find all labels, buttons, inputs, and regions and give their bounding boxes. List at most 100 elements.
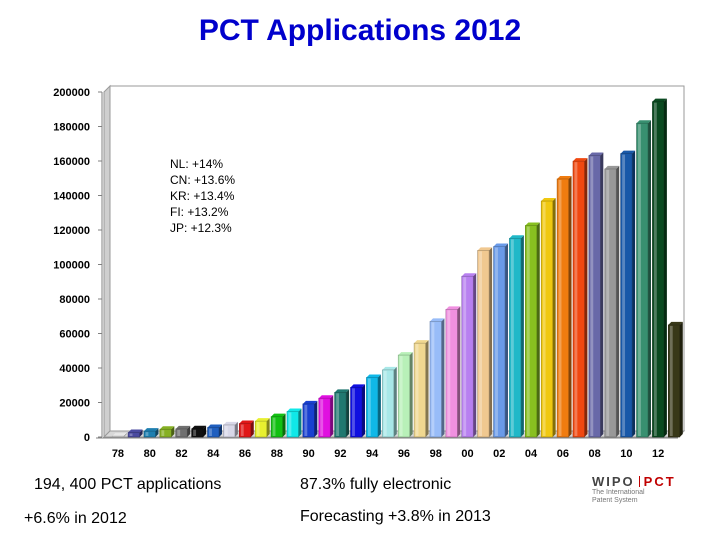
bar-top [414, 340, 429, 344]
bar-side [457, 306, 461, 437]
bar-highlight [272, 417, 276, 436]
bar-side [330, 395, 334, 437]
logo-separator [638, 476, 640, 487]
bar-front [382, 369, 395, 438]
bar-highlight [320, 399, 324, 436]
bar [159, 426, 175, 438]
bar [445, 306, 461, 438]
bar-side [663, 98, 667, 437]
bar [127, 429, 143, 438]
bar-top [175, 425, 191, 429]
bar-highlight [653, 102, 657, 436]
bar [668, 321, 683, 438]
bar-highlight [669, 325, 673, 436]
bar-side [489, 247, 493, 437]
bar-side [600, 152, 604, 438]
bar-front [350, 387, 363, 438]
bar-highlight [526, 226, 530, 436]
growth-stat: +6.6% in 2012 [24, 510, 127, 527]
x-tick-label: 96 [398, 448, 410, 460]
bar-top [430, 318, 445, 322]
bar-front [604, 168, 617, 438]
bar-side [171, 426, 175, 437]
bar [429, 318, 445, 438]
bar-side [155, 428, 159, 437]
y-tick-label: 20000 [59, 398, 90, 410]
bar [382, 366, 397, 438]
bar-side [218, 424, 222, 437]
bar-side [314, 400, 318, 437]
bar [223, 421, 238, 438]
page-title: PCT Applications 2012 [198, 14, 522, 47]
bar-front [668, 324, 681, 438]
bar-front [366, 377, 379, 438]
x-tick-label: 02 [493, 448, 505, 460]
bar-front [318, 397, 331, 438]
bar-front [207, 427, 220, 438]
bar-top [525, 222, 540, 226]
bar-highlight [256, 422, 260, 436]
y-tick-label: 0 [84, 432, 90, 444]
bar-side [361, 384, 365, 437]
annotation-nl: NL: +14% [170, 157, 224, 171]
x-tick-label: 92 [334, 448, 346, 460]
bar-front [143, 430, 156, 438]
bar-highlight [399, 356, 403, 436]
bar-top [382, 366, 397, 370]
bar-highlight [431, 322, 435, 436]
bar-front [413, 342, 426, 438]
bar-highlight [558, 179, 562, 436]
x-tick-label: 12 [652, 448, 664, 460]
bar-side [139, 429, 143, 437]
bar-highlight [161, 430, 165, 436]
bar-highlight [479, 251, 483, 436]
x-tick-label: 86 [239, 448, 251, 460]
bar-front [572, 160, 585, 438]
bar-chart: 0 20000 40000 60000 80000 100000 120000 140000 1… [53, 84, 686, 460]
bar [366, 374, 381, 438]
bar-highlight [304, 404, 308, 436]
bar-highlight [352, 388, 355, 436]
bar-side [632, 150, 636, 437]
y-tick-label: 180000 [53, 122, 90, 134]
bar-front [239, 423, 252, 438]
bar-front [636, 122, 649, 438]
bar [572, 158, 588, 438]
y-tick-label: 140000 [53, 191, 90, 203]
bar-side [584, 158, 588, 438]
bar-top [573, 158, 588, 162]
bar-side [552, 198, 556, 437]
x-tick-label: 90 [302, 448, 314, 460]
bar-front [175, 428, 188, 438]
x-tick-label: 94 [366, 448, 379, 460]
bar-top [588, 152, 604, 156]
bar [302, 400, 318, 438]
bar-side [123, 433, 127, 437]
bar-top [255, 418, 270, 422]
x-tick-label: 08 [588, 448, 600, 460]
bar-front [191, 428, 204, 438]
bar [270, 413, 286, 438]
bar-top [445, 306, 461, 310]
logo-pct: PCT [643, 474, 676, 489]
bar-front [334, 392, 347, 438]
bar-top [271, 413, 286, 417]
logo-wordmark: WIPO PCT [592, 474, 692, 489]
bar-top [239, 420, 254, 424]
bar-top [652, 98, 667, 102]
bar-side [187, 425, 191, 437]
bar-highlight [510, 239, 514, 436]
bar-highlight [193, 429, 197, 436]
bar [334, 389, 350, 438]
bar-top [334, 389, 350, 393]
bar-top [191, 425, 207, 429]
annotation-kr: KR: +13.4% [170, 189, 235, 203]
bar-highlight [336, 393, 340, 436]
bar-top [366, 374, 381, 378]
bar-highlight [209, 428, 212, 436]
bar-side [520, 235, 524, 437]
y-tick-label: 120000 [53, 225, 90, 237]
bar-top [557, 175, 572, 179]
bar-top [541, 198, 556, 202]
bar-front [652, 101, 665, 438]
